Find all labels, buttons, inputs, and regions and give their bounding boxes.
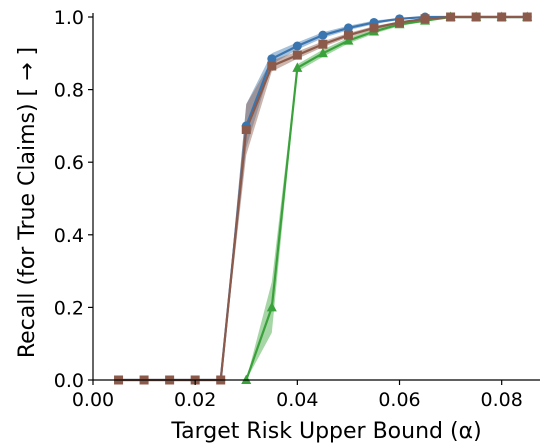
- series-0-point: [267, 54, 277, 64]
- x-axis-label: Target Risk Upper Bound (α): [170, 419, 481, 444]
- confidence-bands: [118, 17, 528, 380]
- series-2-point: [318, 39, 328, 49]
- series-1-point: [266, 301, 277, 312]
- x-tick-label: 0.06: [378, 389, 420, 411]
- x-tick-label: 0.04: [276, 389, 318, 411]
- series-0-point: [343, 23, 353, 33]
- series-2-band: [118, 17, 528, 380]
- series-1-band: [246, 17, 528, 380]
- y-axis-label: Recall (for True Claims) [ → ]: [15, 47, 40, 358]
- series-2-point: [343, 30, 353, 40]
- y-tick-label: 0.4: [54, 225, 84, 247]
- y-ticks: 0.0 0.2 0.4 0.6 0.8 1.0: [54, 7, 93, 392]
- series-2-point: [369, 23, 379, 33]
- series-0-point: [292, 41, 302, 51]
- y-tick-label: 0.8: [54, 80, 84, 102]
- series-0-point: [318, 30, 328, 40]
- x-tick-label: 0.08: [481, 389, 523, 411]
- series-1-point: [292, 62, 303, 72]
- series-2-point: [241, 125, 251, 135]
- series-1-point: [343, 35, 354, 45]
- series-2-point: [497, 12, 507, 22]
- series-1-point: [317, 47, 328, 58]
- x-tick-label: 0.02: [174, 389, 216, 411]
- series-2-point: [420, 14, 430, 24]
- series-2-point: [446, 12, 456, 22]
- series-0-line: [118, 15, 528, 382]
- y-tick-label: 0.6: [54, 152, 84, 174]
- series-1-point: [241, 374, 252, 384]
- series-2-point: [395, 17, 405, 27]
- series-markers: [114, 11, 533, 385]
- series-2-point: [292, 50, 302, 60]
- series-1-line: [245, 15, 528, 381]
- y-tick-label: 0.2: [54, 297, 84, 319]
- series-lines: [118, 15, 528, 382]
- series-2-point: [471, 12, 481, 22]
- series-2-point: [267, 61, 277, 71]
- x-tick-label: 0.00: [72, 389, 114, 411]
- series-2-point: [522, 12, 532, 22]
- y-tick-label: 1.0: [54, 7, 84, 29]
- y-tick-label: 0.0: [54, 370, 84, 392]
- series-2-line: [118, 15, 528, 382]
- series-0-band: [118, 17, 528, 380]
- x-ticks: 0.00 0.02 0.04 0.06 0.08: [72, 380, 523, 411]
